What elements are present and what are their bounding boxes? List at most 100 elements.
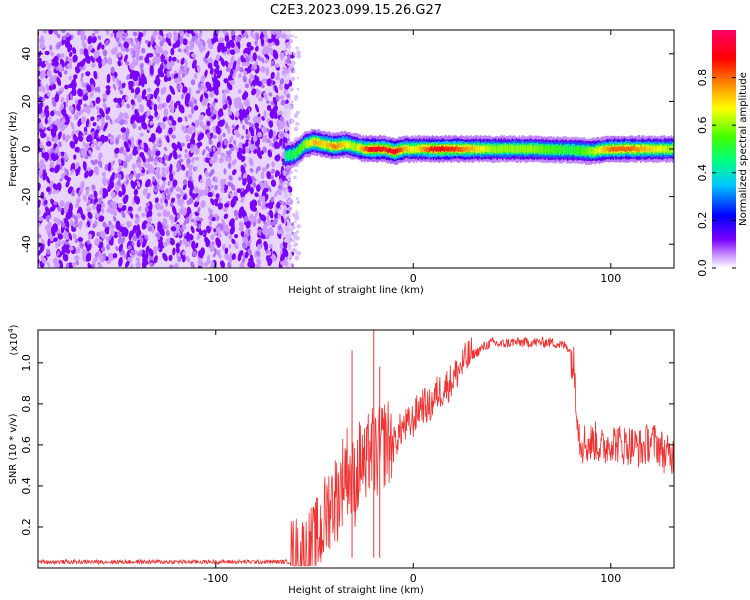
noise-blob — [240, 135, 244, 140]
noise-blob — [252, 206, 258, 212]
noise-blob — [173, 33, 179, 42]
signal-cell — [360, 146, 363, 152]
noise-blob — [129, 62, 135, 70]
noise-blob — [155, 150, 161, 157]
x-tick-label: 100 — [600, 572, 621, 585]
signal-cell — [568, 147, 570, 153]
noise-blob — [50, 110, 55, 117]
noise-blob — [71, 227, 77, 232]
noise-blob — [231, 253, 236, 260]
noise-blob — [249, 73, 255, 80]
signal-cell — [336, 144, 338, 150]
noise-blob — [269, 108, 276, 118]
noise-blob — [162, 116, 167, 122]
noise-blob — [210, 198, 215, 206]
noise-edge-dot — [285, 188, 289, 193]
noise-blob — [121, 205, 127, 212]
noise-blob — [263, 109, 267, 119]
noise-blob — [148, 115, 154, 120]
noise-blob — [98, 197, 102, 203]
signal-peak-cell — [630, 147, 632, 151]
noise-edge-dot — [289, 87, 294, 92]
signal-cell — [521, 146, 523, 152]
noise-blob — [80, 181, 85, 189]
signal-cell — [587, 148, 590, 154]
noise-blob — [55, 110, 61, 116]
x-tick-label: -100 — [203, 272, 228, 285]
signal-cell — [381, 146, 384, 152]
noise-blob — [56, 250, 61, 257]
noise-blob — [277, 214, 282, 219]
signal-cell — [540, 146, 543, 152]
noise-blob — [86, 84, 92, 93]
signal-cell — [340, 142, 342, 148]
noise-blob — [108, 234, 112, 241]
noise-blob — [121, 250, 125, 255]
signal-cell — [432, 147, 435, 153]
noise-blob — [72, 81, 77, 90]
noise-blob — [268, 251, 272, 256]
signal-cell — [323, 141, 326, 147]
noise-blob — [191, 36, 196, 40]
signal-cell — [562, 146, 565, 152]
noise-blob — [65, 134, 70, 143]
noise-edge-dot — [287, 63, 291, 66]
noise-blob — [210, 234, 215, 240]
signal-cell — [315, 139, 317, 145]
noise-blob — [39, 71, 44, 80]
noise-blob — [50, 51, 54, 57]
noise-blob — [112, 83, 117, 91]
snr-y-multiplier-base: (x10 — [9, 333, 20, 356]
noise-blob — [146, 157, 151, 163]
noise-blob — [199, 217, 204, 222]
noise-blob — [232, 60, 237, 71]
signal-cell — [479, 146, 482, 151]
signal-cell — [331, 144, 334, 149]
noise-blob — [60, 96, 65, 103]
noise-blob — [149, 262, 154, 267]
noise-blob — [213, 231, 218, 236]
noise-blob — [267, 149, 273, 158]
noise-edge-dot — [285, 175, 290, 180]
noise-blob — [156, 52, 160, 58]
signal-cell — [338, 142, 341, 148]
signal-cell — [318, 141, 320, 146]
noise-blob — [232, 71, 237, 79]
noise-blob — [142, 188, 148, 196]
noise-edge-dot — [287, 45, 292, 49]
noise-blob — [85, 187, 90, 197]
signal-cell — [511, 146, 514, 152]
signal-cell — [402, 147, 404, 153]
signal-peak-cell — [626, 147, 628, 151]
signal-cell — [362, 146, 364, 152]
signal-cell — [348, 143, 350, 149]
signal-cell — [658, 146, 660, 151]
noise-blob — [260, 66, 266, 73]
noise-blob — [238, 221, 244, 228]
signal-cell — [330, 142, 332, 148]
signal-cell — [536, 147, 538, 152]
noise-blob — [162, 212, 168, 217]
noise-blob — [210, 261, 215, 268]
noise-edge-dot — [295, 46, 299, 50]
noise-edge-dot — [296, 224, 301, 229]
noise-blob — [99, 255, 104, 260]
noise-blob — [91, 185, 96, 190]
signal-cell — [291, 151, 294, 156]
noise-blob — [194, 73, 198, 80]
noise-blob — [278, 84, 283, 91]
noise-blob — [127, 245, 132, 250]
signal-peak-cell — [625, 147, 627, 151]
noise-blob — [83, 103, 88, 108]
noise-blob — [178, 104, 185, 114]
noise-blob — [132, 146, 139, 156]
noise-blob — [270, 175, 274, 180]
noise-blob — [190, 79, 196, 86]
signal-cell — [555, 147, 558, 153]
signal-cell — [327, 142, 330, 148]
noise-blob — [52, 83, 57, 90]
noise-blob — [218, 112, 222, 118]
noise-blob — [156, 95, 161, 103]
noise-blob — [177, 117, 183, 123]
noise-blob — [49, 44, 53, 51]
